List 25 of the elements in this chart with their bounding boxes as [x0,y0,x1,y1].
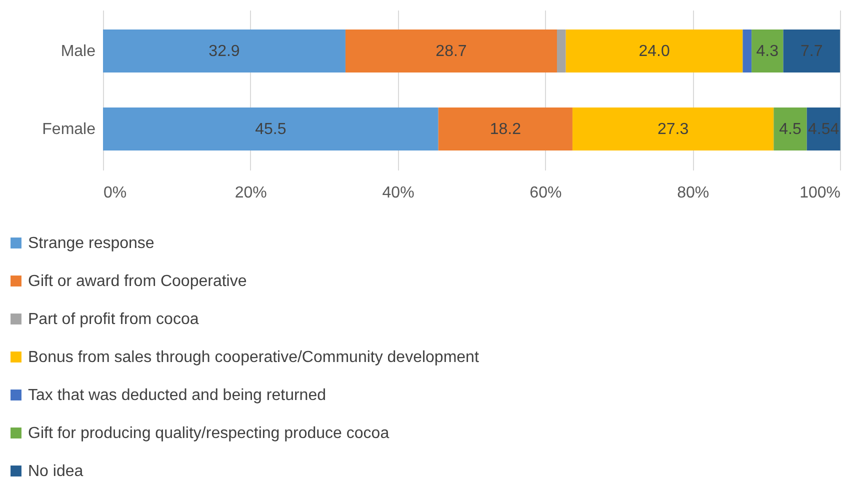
data-label: 28.7 [436,42,467,60]
data-label: 4.5 [779,121,802,138]
data-label: 24.0 [638,42,670,60]
legend-label: Gift or award from Cooperative [28,273,247,290]
x-tick-label: 60% [530,184,562,202]
data-label: 27.3 [658,121,689,138]
x-tick-label: 100% [800,184,840,202]
x-tick-label: 40% [382,184,414,202]
data-label: 45.5 [255,121,286,138]
y-tick-label: Male [60,42,96,60]
y-tick-label: Female [42,121,96,138]
x-tick-label: 20% [234,184,267,202]
legend-label: Strange response [28,235,154,252]
data-label: 18.2 [490,121,522,138]
data-label: 4.3 [756,42,779,60]
data-label: 7.7 [800,42,823,60]
legend-label: No idea [28,463,84,480]
data-label: 4.54 [808,121,840,138]
legend-label: Bonus from sales through cooperative/Community development [28,349,480,366]
legend-label: Part of profit from cocoa [28,311,199,328]
legend-label: Gift for producing quality/respecting produce cocoa [28,425,390,442]
x-tick-label: 0% [104,184,127,202]
data-label: 32.9 [208,42,240,60]
legend-label: Tax that was deducted and being returned [28,387,326,404]
x-tick-label: 80% [677,184,710,202]
